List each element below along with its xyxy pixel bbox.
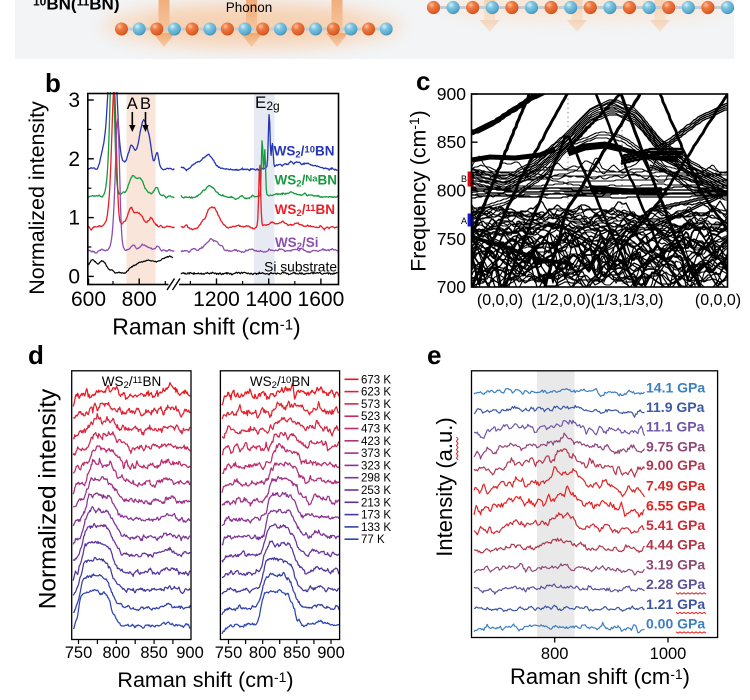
svg-text:WS2/11BN: WS2/11BN (102, 374, 161, 391)
svg-text:1: 1 (68, 207, 80, 230)
svg-text:7.49 GPa: 7.49 GPa (646, 478, 705, 494)
svg-text:b: b (45, 68, 61, 98)
svg-text:WS2/10BN: WS2/10BN (274, 144, 335, 161)
svg-text:2.28 GPa: 2.28 GPa (646, 576, 705, 592)
svg-text:573 K: 573 K (361, 399, 391, 411)
svg-text:WS2/11BN: WS2/11BN (275, 202, 335, 219)
svg-text:9.00 GPa: 9.00 GPa (646, 457, 705, 473)
svg-text:850: 850 (437, 132, 466, 152)
svg-text:4.44 GPa: 4.44 GPa (646, 537, 705, 553)
svg-text:1200: 1200 (193, 288, 240, 311)
svg-text:850: 850 (140, 644, 168, 662)
svg-text:900: 900 (317, 644, 345, 662)
svg-text:133 K: 133 K (361, 522, 391, 534)
svg-text:Intensity (a.u.): Intensity (a.u.) (432, 417, 457, 556)
svg-text:WS2/Si: WS2/Si (275, 235, 319, 252)
svg-text:750: 750 (215, 644, 243, 662)
svg-text:173 K: 173 K (361, 510, 391, 522)
svg-text:A: A (127, 95, 138, 113)
svg-text:(0,0,0): (0,0,0) (695, 292, 741, 309)
svg-text:523 K: 523 K (361, 411, 391, 423)
svg-text:e: e (427, 340, 441, 370)
svg-text:0.00 GPa: 0.00 GPa (646, 615, 705, 631)
svg-text:9.75 GPa: 9.75 GPa (646, 438, 705, 454)
svg-text:c: c (416, 66, 430, 96)
svg-text:10BN(11BN): 10BN(11BN) (33, 0, 119, 14)
svg-text:623 K: 623 K (361, 387, 391, 399)
svg-text:WS2/10BN: WS2/10BN (250, 374, 310, 391)
svg-text:(1/2,0,0): (1/2,0,0) (531, 292, 591, 309)
svg-text:Raman shift (cm-1): Raman shift (cm-1) (112, 314, 300, 340)
svg-text:3.19 GPa: 3.19 GPa (646, 557, 705, 573)
svg-text:750: 750 (437, 229, 466, 249)
svg-text:B: B (140, 95, 151, 113)
svg-text:11.1 GPa: 11.1 GPa (646, 418, 705, 434)
svg-text:A: A (461, 216, 467, 226)
svg-text:2: 2 (68, 148, 80, 171)
svg-text:800: 800 (437, 181, 466, 201)
svg-text:77 K: 77 K (361, 534, 385, 546)
svg-text:11.9 GPa: 11.9 GPa (646, 399, 705, 415)
svg-text:323 K: 323 K (361, 460, 391, 472)
svg-text:3: 3 (68, 89, 80, 112)
svg-text:Raman shift (cm-1): Raman shift (cm-1) (510, 664, 690, 689)
svg-text:5.41 GPa: 5.41 GPa (646, 517, 705, 533)
svg-text:Frequency (cm-1): Frequency (cm-1) (406, 110, 431, 272)
svg-text:800: 800 (122, 288, 157, 311)
svg-text:6.55 GPa: 6.55 GPa (646, 498, 705, 514)
svg-text:800: 800 (249, 644, 277, 662)
svg-text:(0,0,0): (0,0,0) (477, 292, 523, 309)
svg-text:1.21 GPa: 1.21 GPa (646, 596, 705, 612)
svg-text:1600: 1600 (298, 288, 345, 311)
svg-text:Phonon: Phonon (226, 0, 273, 15)
svg-text:B: B (461, 174, 467, 184)
svg-text:253 K: 253 K (361, 485, 391, 497)
svg-text:Raman shift (cm-1): Raman shift (cm-1) (117, 668, 293, 692)
svg-text:0: 0 (68, 265, 80, 288)
svg-text:800: 800 (541, 645, 569, 663)
svg-text:1000: 1000 (650, 645, 687, 663)
svg-text:Normalized intensity: Normalized intensity (25, 101, 49, 295)
svg-text:(1/3,1/3,0): (1/3,1/3,0) (591, 292, 664, 309)
svg-text:673 K: 673 K (361, 374, 391, 386)
svg-text:d: d (28, 340, 44, 370)
svg-text:900: 900 (437, 84, 466, 104)
svg-text:WS2/NaBN: WS2/NaBN (275, 173, 337, 190)
svg-text:750: 750 (65, 644, 93, 662)
svg-text:14.1 GPa: 14.1 GPa (646, 379, 705, 395)
svg-text:850: 850 (283, 644, 311, 662)
svg-text:Normalized intensity: Normalized intensity (34, 388, 61, 609)
svg-text:1400: 1400 (245, 288, 292, 311)
svg-text:473 K: 473 K (361, 424, 391, 436)
svg-text:600: 600 (71, 288, 106, 311)
svg-text:373 K: 373 K (361, 448, 391, 460)
svg-text:700: 700 (437, 277, 466, 297)
svg-text:Si substrate: Si substrate (264, 260, 337, 275)
svg-text:298 K: 298 K (361, 473, 391, 485)
svg-text:423 K: 423 K (361, 436, 391, 448)
svg-text:800: 800 (103, 644, 131, 662)
svg-text:213 K: 213 K (361, 497, 391, 509)
svg-text:900: 900 (176, 644, 204, 662)
